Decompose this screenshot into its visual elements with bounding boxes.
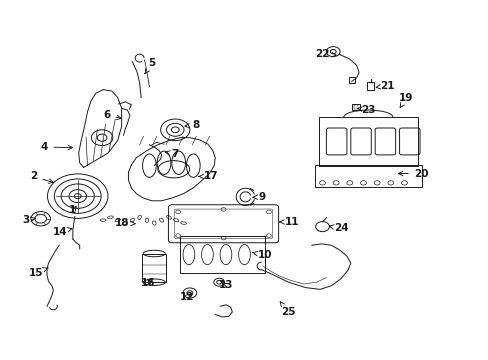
Bar [319, 117, 417, 166]
Text: 16: 16 [141, 278, 155, 288]
Bar [315, 165, 421, 187]
Text: 3: 3 [22, 215, 35, 225]
Text: 9: 9 [252, 192, 265, 202]
Bar [180, 235, 265, 273]
Text: 12: 12 [180, 292, 194, 302]
Bar [351, 104, 359, 110]
Text: 2: 2 [30, 171, 53, 183]
Text: 4: 4 [41, 142, 72, 152]
Text: 23: 23 [357, 105, 375, 115]
Text: 15: 15 [28, 267, 48, 278]
Text: 11: 11 [279, 217, 299, 227]
Text: 8: 8 [184, 121, 199, 130]
Bar [348, 77, 354, 83]
Text: 18: 18 [114, 218, 135, 228]
Text: 10: 10 [252, 250, 272, 260]
Bar [366, 82, 373, 90]
Bar [142, 253, 166, 282]
Text: 22: 22 [315, 49, 335, 59]
Text: 5: 5 [144, 58, 155, 74]
Text: 21: 21 [375, 81, 393, 91]
Bar [353, 105, 357, 109]
Text: 24: 24 [329, 224, 347, 233]
Text: 20: 20 [398, 168, 427, 179]
Text: 1: 1 [69, 206, 76, 216]
Text: 17: 17 [198, 171, 218, 181]
Text: 13: 13 [218, 280, 233, 290]
Text: 19: 19 [398, 93, 413, 107]
Text: 25: 25 [280, 302, 295, 317]
Text: 14: 14 [53, 227, 72, 237]
Text: 7: 7 [165, 149, 179, 159]
Text: 6: 6 [103, 111, 121, 121]
